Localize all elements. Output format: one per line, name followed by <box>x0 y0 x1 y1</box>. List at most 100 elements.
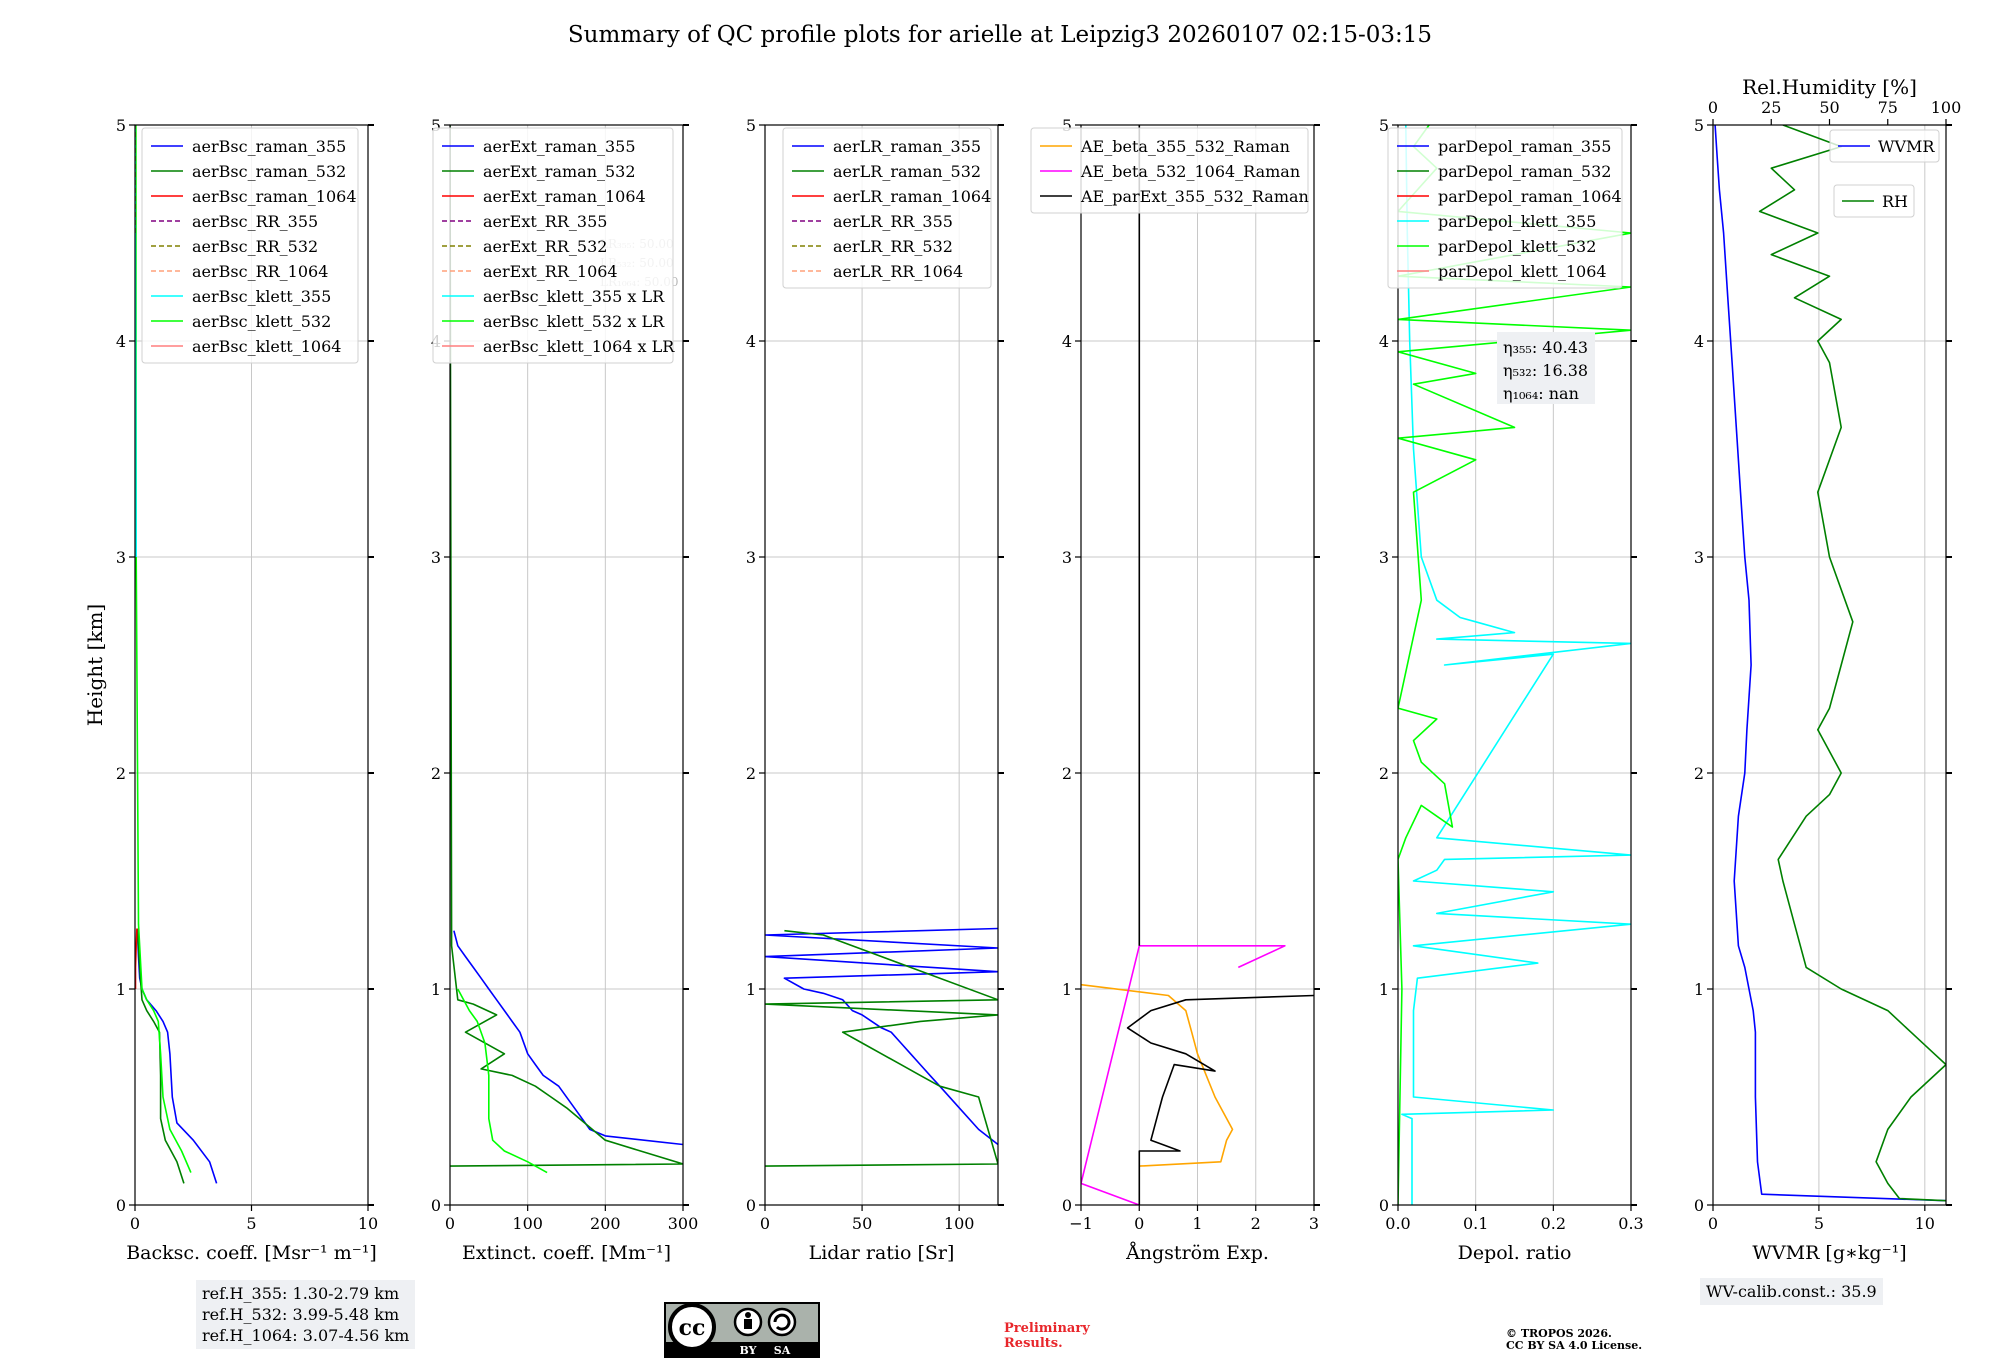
panel-lidar_ratio: 0 50 100 0 1 2 3 4 5 Lidar ratio [Sr] aerLR_raman_… <box>746 116 1004 1264</box>
legend-label: aerBsc_klett_355 x LR <box>483 287 665 306</box>
legend-label: aerBsc_RR_532 <box>192 237 318 256</box>
series-AE-parExt-355-532-Raman <box>1126 994 1314 1205</box>
legend-label: aerLR_RR_355 <box>833 212 953 231</box>
y-tick-label: 0 <box>1379 1196 1389 1215</box>
legend-label: aerBsc_RR_1064 <box>192 262 328 281</box>
legend-label: parDepol_klett_355 <box>1438 212 1596 231</box>
y-tick-label: 0 <box>1694 1196 1704 1215</box>
legend: WVMR RH <box>1829 129 1940 218</box>
eta-label: η₅₃₂: 16.38 <box>1503 361 1588 380</box>
copyright-line-2: CC BY SA 4.0 License. <box>1506 1339 1643 1352</box>
eta-box <box>1497 332 1595 404</box>
top-x-tick-label: 75 <box>1878 98 1898 117</box>
y-tick-label: 4 <box>1694 332 1704 351</box>
y-tick-label: 2 <box>431 764 441 783</box>
legend-box <box>141 127 359 364</box>
plot-frame <box>1397 124 1632 1206</box>
y-tick-label: 1 <box>1062 980 1072 999</box>
cc-text: cc <box>679 1315 706 1341</box>
x-tick-label: 0.3 <box>1618 1214 1643 1233</box>
y-tick-label: 3 <box>1062 548 1072 567</box>
y-tick-label: 4 <box>116 332 126 351</box>
y-tick-label: 5 <box>116 116 126 135</box>
x-axis-label: Depol. ratio <box>1458 1242 1572 1264</box>
y-tick-label: 4 <box>746 332 756 351</box>
x-tick-label: 0 <box>1708 1214 1718 1233</box>
series-group <box>1081 125 1314 1205</box>
series-group <box>450 125 683 1174</box>
legend-label: aerExt_RR_355 <box>483 212 607 231</box>
ref-height-1064: ref.H_1064: 3.07-4.56 km <box>202 1326 410 1345</box>
series-group <box>765 927 998 1167</box>
x-tick-label: 0 <box>1134 1214 1144 1233</box>
preliminary-line-1: Preliminary <box>1004 1321 1090 1336</box>
series-aerBsc-klett-532 <box>135 125 192 1173</box>
y-tick-label: 2 <box>1694 764 1704 783</box>
y-tick-label: 2 <box>1379 764 1389 783</box>
copyright-note: © TROPOS 2026. CC BY SA 4.0 License. <box>1506 1328 1642 1352</box>
y-tick-label: 3 <box>746 548 756 567</box>
legend-label: aerExt_raman_1064 <box>483 187 646 206</box>
x-tick-label: 0 <box>760 1214 770 1233</box>
legend-box <box>782 127 992 289</box>
x-tick-label: 10 <box>358 1214 378 1233</box>
y-tick-label: 2 <box>116 764 126 783</box>
x-tick-label: 0 <box>130 1214 140 1233</box>
legend-box <box>432 127 674 364</box>
series-aerBsc-klett-532-x-LR <box>457 988 548 1174</box>
series-aerLR-raman-532 <box>765 929 998 1167</box>
x-tick-label: 2 <box>1251 1214 1261 1233</box>
sa-text: SA <box>774 1344 791 1357</box>
series-WVMR <box>1714 125 1946 1202</box>
y-tick-label: 5 <box>1694 116 1704 135</box>
legend-label: AE_beta_355_532_Raman <box>1080 137 1290 156</box>
y-tick-label: 1 <box>746 980 756 999</box>
legend-label: aerLR_raman_355 <box>833 137 981 156</box>
x-tick-label: 100 <box>944 1214 975 1233</box>
legend-label: aerBsc_raman_355 <box>192 137 346 156</box>
legend-label: aerBsc_klett_1064 <box>192 337 341 356</box>
legend-label: AE_parExt_355_532_Raman <box>1080 187 1309 206</box>
x-axis-label: Ångström Exp. <box>1125 1242 1269 1264</box>
by-text: BY <box>740 1344 757 1357</box>
legend-label: aerBsc_klett_355 <box>192 287 331 306</box>
legend-label: aerLR_RR_532 <box>833 237 953 256</box>
legend-label: aerBsc_raman_532 <box>192 162 346 181</box>
x-tick-label: 100 <box>512 1214 543 1233</box>
wv-calib-const: WV-calib.const.: 35.9 <box>1706 1282 1877 1301</box>
legend-label: parDepol_klett_532 <box>1438 237 1596 256</box>
y-tick-label: 0 <box>431 1196 441 1215</box>
series-aerExt-raman-355 <box>453 930 683 1146</box>
sa-icon <box>767 1307 797 1337</box>
top-axis-label: Rel.Humidity [%] <box>1742 75 1917 99</box>
legend-label: AE_beta_532_1064_Raman <box>1080 162 1300 181</box>
x-tick-label: 50 <box>852 1214 872 1233</box>
legend-label: aerLR_raman_532 <box>833 162 981 181</box>
y-tick-label: 4 <box>1379 332 1389 351</box>
x-tick-label: 0.2 <box>1541 1214 1566 1233</box>
series-aerBsc-raman-1064 <box>135 928 138 989</box>
eta-label: η₃₅₅: 40.43 <box>1503 338 1588 357</box>
y-tick-label: 5 <box>431 116 441 135</box>
wv-calib-box: WV-calib.const.: 35.9 <box>1700 1278 1883 1305</box>
x-tick-label: −1 <box>1069 1214 1093 1233</box>
y-tick-label: 3 <box>116 548 126 567</box>
x-axis-label: WVMR [g∗kg⁻¹] <box>1752 1242 1906 1264</box>
legend-label: aerExt_RR_532 <box>483 237 607 256</box>
x-tick-label: 0 <box>445 1214 455 1233</box>
y-tick-label: 0 <box>746 1196 756 1215</box>
panel-extinction: 0100200300012345Extinct. coeff. [Mm⁻¹]LR… <box>431 116 698 1264</box>
y-tick-label: 5 <box>1062 116 1072 135</box>
legend: aerBsc_raman_355 aerBsc_raman_532 aerBsc_r… <box>141 127 359 364</box>
legend-box <box>1030 127 1309 214</box>
legend-label: aerExt_raman_532 <box>483 162 636 181</box>
reference-heights-box: ref.H_355: 1.30-2.79 km ref.H_532: 3.99-… <box>196 1280 416 1349</box>
legend-label: parDepol_raman_355 <box>1438 137 1611 156</box>
legend: parDepol_raman_355 parDepol_raman_532 parD… <box>1387 127 1623 289</box>
x-axis-label: Extinct. coeff. [Mm⁻¹] <box>462 1242 671 1264</box>
y-tick-label: 1 <box>1694 980 1704 999</box>
y-tick-label: 0 <box>116 1196 126 1215</box>
